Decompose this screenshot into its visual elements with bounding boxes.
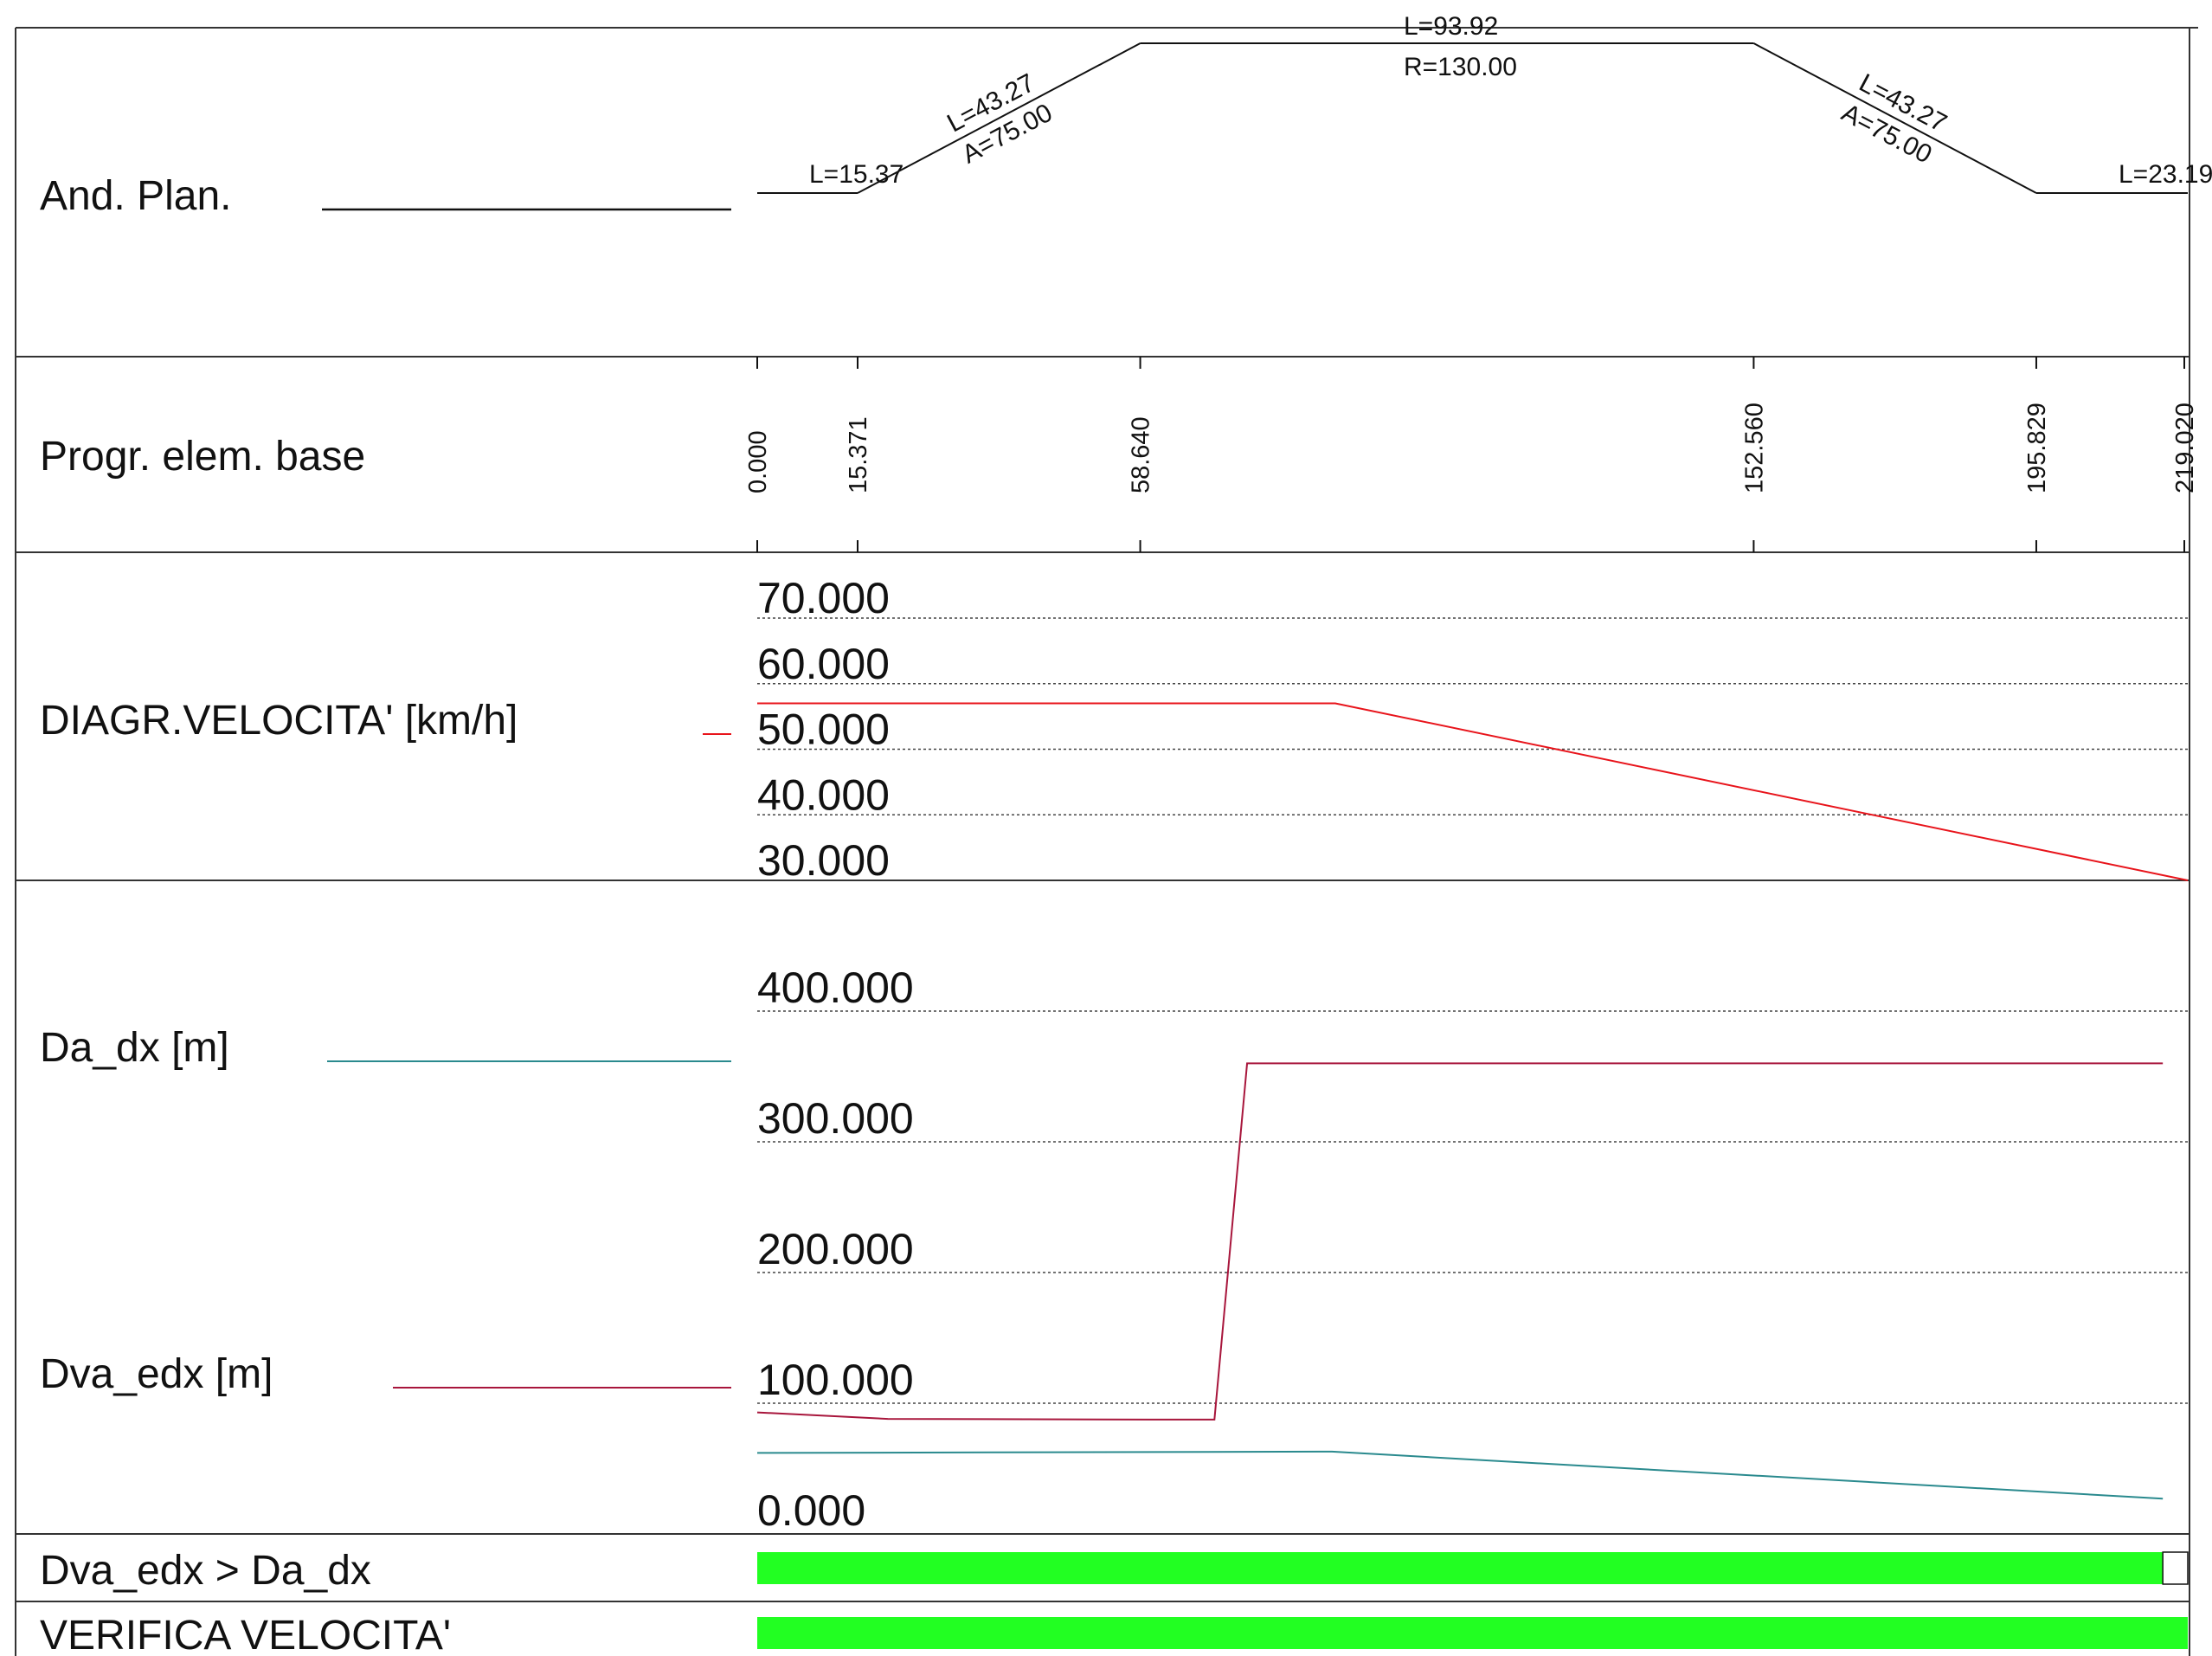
row-label-speed: DIAGR.VELOCITA' [km/h] <box>40 698 518 744</box>
plan-label-length: L=93.92 <box>1404 12 1498 41</box>
check-bar-dist-empty <box>2162 1551 2189 1585</box>
speed-y-tick-label: 50.000 <box>757 706 890 754</box>
distance-y-tick-label: 0.000 <box>757 1486 865 1535</box>
plan-element-clothoid <box>1752 42 2037 194</box>
speed-y-tick-label: 30.000 <box>757 836 890 885</box>
tick-label: 152.560 <box>1740 403 1768 493</box>
row-label-da-dx: Da_dx [m] <box>40 1025 229 1071</box>
check-bars <box>757 1551 2189 1649</box>
plan-label-length: L=23.19 <box>2119 160 2212 189</box>
speed-y-tick-label: 60.000 <box>757 640 890 688</box>
tick-label: 15.371 <box>845 416 872 493</box>
distance-y-tick-label: 200.000 <box>757 1225 914 1273</box>
distance-y-tick-label: 100.000 <box>757 1356 914 1404</box>
row-label-check-dist: Dva_edx > Da_dx <box>40 1548 371 1594</box>
plan-label-radius: R=130.00 <box>1404 53 1517 81</box>
speed-y-tick-label: 40.000 <box>757 770 890 819</box>
check-bar-speed-ok <box>757 1617 2188 1649</box>
da-dx-series-line <box>756 1450 2164 1500</box>
tick-label: 58.640 <box>1128 416 1155 493</box>
row-label-dva-edx: Dva_edx [m] <box>40 1351 273 1397</box>
tick-label: 219.020 <box>2171 403 2199 493</box>
distance-y-tick-label: 300.000 <box>757 1094 914 1143</box>
row-label-plan: And. Plan. <box>40 173 231 219</box>
distance-y-tick-label: 400.000 <box>757 963 914 1012</box>
check-bar-dist-ok <box>757 1552 2164 1584</box>
tick-label: 0.000 <box>744 430 772 493</box>
sheet-frame <box>15 27 2198 1656</box>
plan-label-length: L=15.37 <box>809 160 903 189</box>
distance-chart: 400.000 300.000 200.000 100.000 0.000 <box>756 963 2188 1535</box>
progressive-ticks: 0.000 15.371 58.640 152.560 195.829 219.020 <box>744 357 2199 552</box>
row-label-progr: Progr. elem. base <box>40 434 365 480</box>
dva-edx-series-line <box>756 1062 2164 1421</box>
plan-alignment-diagram: L=15.37L=43.27A=75.00L=93.92R=130.00L=43… <box>757 12 2212 194</box>
row-label-check-speed: VERIFICA VELOCITA' <box>40 1613 451 1656</box>
tick-label: 195.829 <box>2023 403 2051 493</box>
speed-chart: 70.000 60.000 50.000 40.000 30.000 <box>757 574 2189 885</box>
speed-y-tick-label: 70.000 <box>757 574 890 622</box>
plan-element-clothoid <box>857 42 1141 194</box>
speed-series-line <box>757 702 2189 881</box>
